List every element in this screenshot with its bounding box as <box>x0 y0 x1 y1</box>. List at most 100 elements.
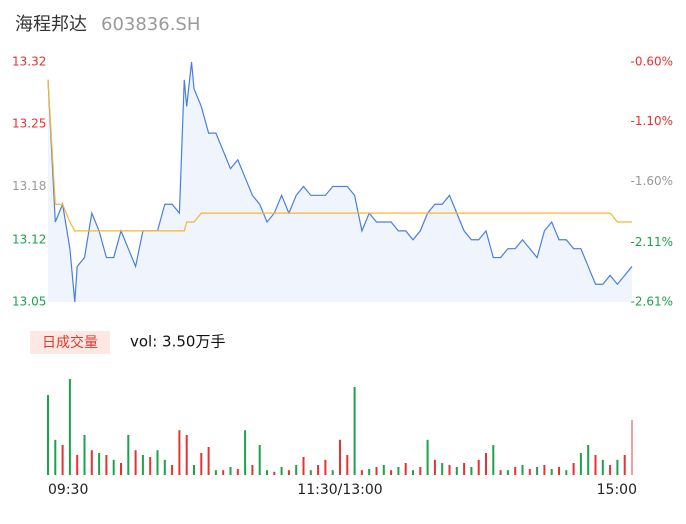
volume-bar <box>280 467 283 475</box>
volume-bar <box>368 469 371 475</box>
volume-bar <box>492 445 495 475</box>
volume-bar <box>331 470 334 475</box>
volume-bar <box>141 455 144 475</box>
volume-bar <box>623 455 626 475</box>
y-tick-label: 13.32 <box>12 55 46 69</box>
volume-bar <box>47 395 49 475</box>
volume-bar <box>54 439 57 475</box>
volume-bar <box>324 459 327 475</box>
volume-bar <box>193 465 195 475</box>
y2-tick-label: -1.10% <box>631 114 673 128</box>
volume-bar <box>550 469 553 475</box>
volume-label-box <box>30 331 110 354</box>
volume-bar <box>287 470 290 475</box>
y-tick-label: 13.25 <box>12 117 46 131</box>
stock-code: 603836.SH <box>101 14 200 35</box>
volume-bar <box>616 459 619 475</box>
volume-bar <box>433 459 436 475</box>
volume-bar <box>156 450 159 475</box>
y2-tick-label: -2.11% <box>631 235 673 249</box>
volume-bar <box>419 467 422 475</box>
volume-bar <box>485 453 487 475</box>
volume-bar <box>178 430 181 475</box>
volume-bar <box>455 467 458 475</box>
average-line <box>47 79 632 232</box>
volume-bar <box>579 453 582 475</box>
volume-bar <box>98 453 101 475</box>
volume-bar <box>470 467 473 475</box>
volume-bar <box>353 387 356 475</box>
volume-bar <box>558 467 560 475</box>
volume-bar <box>163 459 166 475</box>
volume-bar <box>463 463 466 475</box>
volume-bar <box>236 469 239 475</box>
volume-bar <box>149 457 152 475</box>
volume-bar <box>514 467 517 475</box>
volume-bar <box>536 467 539 475</box>
x-tick-label: 11:30/13:00 <box>297 482 382 498</box>
volume-bar <box>404 463 407 475</box>
y2-tick-label: -0.60% <box>631 55 673 69</box>
volume-title: 日成交量 <box>42 334 98 351</box>
volume-bar <box>295 465 298 475</box>
price-area <box>48 62 632 302</box>
volume-bar <box>382 465 385 475</box>
volume-bar <box>120 463 122 475</box>
volume-bar <box>360 470 363 475</box>
volume-bar <box>397 467 400 475</box>
volume-bar <box>565 470 568 475</box>
volume-bar <box>594 455 597 475</box>
y2-tick-label: -1.60% <box>631 174 673 188</box>
volume-bar <box>506 470 509 475</box>
volume-bar <box>76 455 79 475</box>
volume-bar <box>521 465 524 475</box>
volume-bar <box>273 471 276 475</box>
x-tick-label: 15:00 <box>597 482 637 498</box>
y2-tick-label: -2.61% <box>631 295 673 309</box>
volume-bar <box>214 470 217 475</box>
volume-total: vol: 3.50万手 <box>130 333 225 351</box>
volume-bar <box>528 469 531 475</box>
stock-name: 海程邦达 <box>15 14 87 35</box>
volume-bar <box>477 459 480 475</box>
volume-bar <box>317 465 320 475</box>
volume-bar <box>609 465 612 475</box>
volume-bar <box>68 379 71 475</box>
volume-bar <box>258 445 261 475</box>
volume-bar <box>441 463 444 475</box>
x-tick-label: 09:30 <box>48 482 88 498</box>
volume-bar <box>375 467 378 475</box>
volume-bar <box>105 455 108 475</box>
volume-bar <box>112 459 115 475</box>
volume-bar <box>587 445 590 475</box>
y-tick-label: 13.18 <box>12 179 46 193</box>
volume-bar <box>448 465 451 475</box>
volume-bar <box>266 470 268 475</box>
volume-bar <box>543 465 546 475</box>
price-line <box>47 61 633 303</box>
volume-bar <box>171 465 174 475</box>
volume-bar <box>631 419 633 475</box>
y-tick-label: 13.12 <box>12 232 46 246</box>
volume-bar <box>127 435 130 475</box>
volume-bar <box>185 435 188 475</box>
volume-bar <box>229 467 232 475</box>
volume-bar <box>222 470 225 475</box>
volume-bar <box>83 435 86 475</box>
volume-bar <box>302 457 305 475</box>
volume-bar <box>339 439 341 475</box>
volume-bar <box>90 450 93 475</box>
volume-bar <box>251 465 254 475</box>
volume-bar <box>390 470 393 475</box>
volume-bar <box>309 470 312 475</box>
volume-bar <box>499 470 502 475</box>
y-tick-label: 13.05 <box>12 295 46 309</box>
volume-bar <box>134 450 137 475</box>
volume-bar <box>346 455 349 475</box>
volume-bar <box>200 453 203 475</box>
volume-bar <box>207 447 210 475</box>
volume-bar <box>601 459 604 475</box>
volume-bar <box>244 430 247 475</box>
volume-bar <box>426 439 429 475</box>
